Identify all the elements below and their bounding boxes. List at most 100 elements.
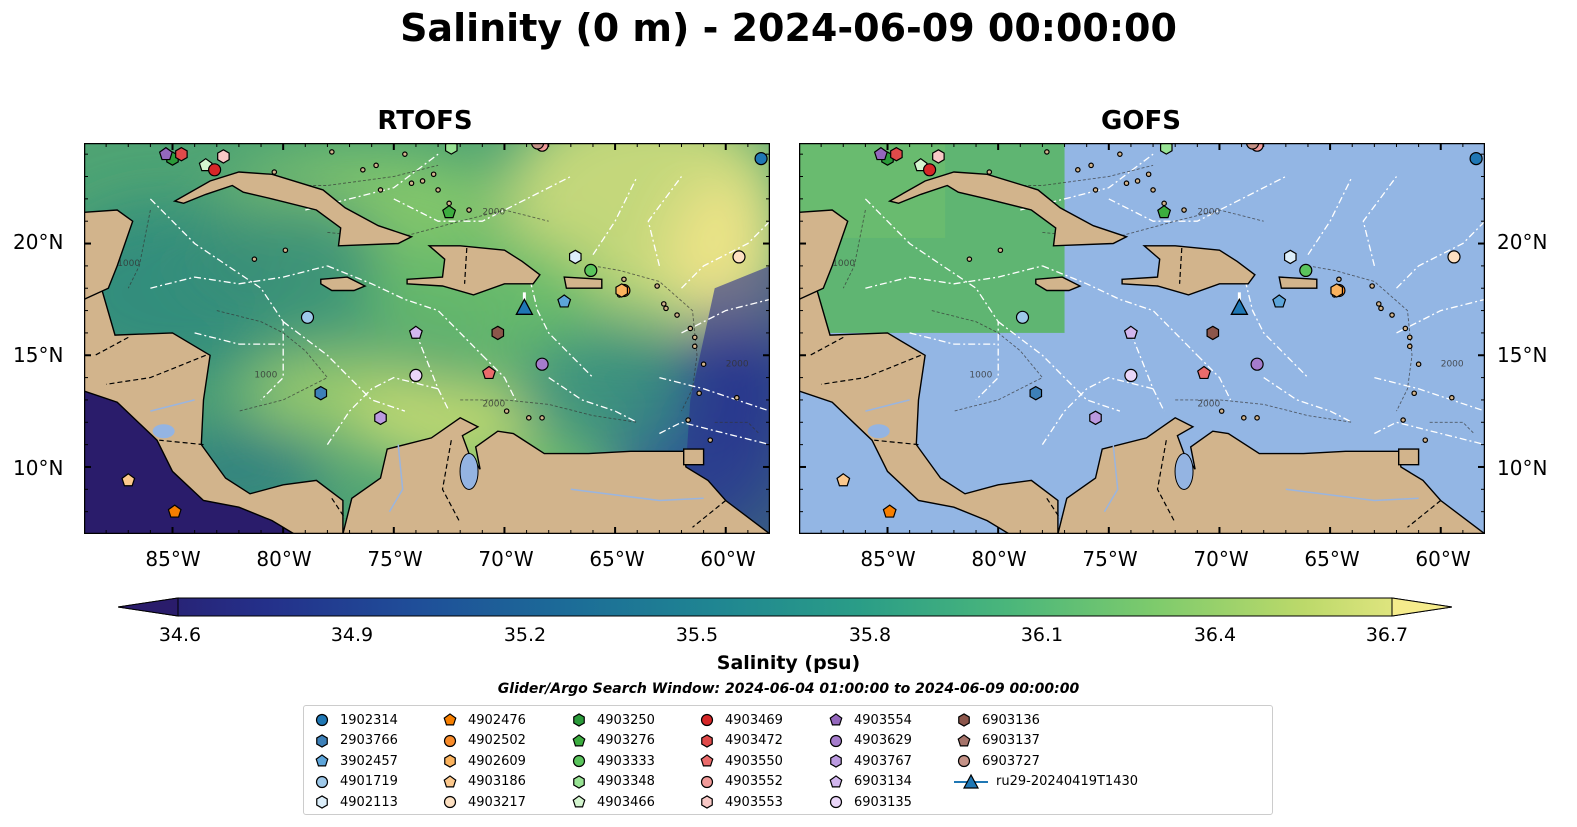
- islet: [360, 167, 366, 173]
- islet: [1369, 283, 1375, 289]
- eez-line: [1108, 175, 1287, 222]
- eez-line: [149, 198, 284, 401]
- search-window-text: Glider/Argo Search Window: 2024-06-04 01…: [497, 681, 1080, 697]
- lat-label-15n-left: 15°N: [13, 343, 64, 367]
- depth-contour: [931, 310, 1044, 412]
- islet: [446, 200, 452, 207]
- legend-item: 4903553: [697, 792, 783, 812]
- lake-maracaibo: [459, 452, 479, 490]
- legend-marker-icon: [443, 774, 457, 787]
- islet: [282, 247, 289, 254]
- depth-contour-label: 2000: [726, 359, 749, 369]
- lat-label-20n-right: 20°N: [1497, 230, 1548, 254]
- trinidad-landmass: [1398, 448, 1420, 466]
- legend-label: 6903134: [854, 774, 912, 789]
- legend-item: 6903135: [826, 792, 912, 812]
- eez-line: [194, 332, 284, 345]
- bathymetry-contours: 1000 2000 2000 2000 1000: [117, 164, 760, 434]
- river: [865, 399, 910, 412]
- eez-line: [1130, 332, 1165, 412]
- colorbar-tick: 34.9: [330, 624, 374, 646]
- islet: [685, 417, 691, 423]
- islet: [1075, 167, 1081, 173]
- islet: [674, 312, 680, 318]
- eez-line: [327, 265, 483, 356]
- colorbar-over-triangle: [1391, 597, 1452, 617]
- legend-label: 4903333: [597, 753, 655, 769]
- islet: [734, 394, 740, 401]
- float-marker-6903727: [531, 143, 545, 150]
- legend-label: 4903469: [725, 712, 783, 728]
- legend-marker-icon: [830, 754, 842, 768]
- depth-contour-label: 1000: [254, 371, 277, 381]
- legend-label: 6903135: [854, 794, 912, 810]
- islet: [691, 343, 698, 350]
- islet: [700, 361, 707, 367]
- legend-marker-icon: [572, 795, 586, 808]
- legend-item: 4901719: [312, 772, 398, 792]
- depth-contour-label: 2000: [1197, 400, 1220, 410]
- legend-label: 6903136: [982, 712, 1040, 728]
- trinidad-landmass: [683, 448, 705, 466]
- country-border: [331, 497, 346, 519]
- colorbar-label: Salinity (psu): [716, 652, 861, 674]
- country-border: [94, 336, 129, 356]
- glider-triangle: [1230, 297, 1249, 315]
- eez-line: [865, 265, 1043, 289]
- country-border: [809, 336, 844, 356]
- float-marker-6903135: [409, 368, 423, 382]
- legend-label: 4902609: [468, 753, 526, 769]
- legend-marker-icon: [572, 754, 586, 768]
- eez-line: [681, 220, 770, 289]
- depth-contour: [216, 310, 329, 412]
- country-border: [441, 440, 461, 524]
- legend-label: 6903137: [982, 733, 1040, 748]
- depth-contour: [1307, 265, 1413, 412]
- depth-contour-label: 1000: [832, 259, 855, 269]
- float-marker-2903766: [314, 385, 328, 401]
- land: [799, 143, 1485, 534]
- eez-line: [647, 176, 683, 267]
- islet: [1378, 305, 1384, 312]
- float-marker-4903553: [932, 149, 945, 164]
- eez-line: [282, 321, 406, 412]
- islet: [707, 437, 714, 443]
- gofs-map: 1000 2000 2000 2000 1000: [799, 143, 1485, 534]
- legend-item: 4903348: [569, 772, 655, 792]
- legend-label: 4903552: [725, 774, 783, 789]
- islet: [1088, 162, 1094, 169]
- islet: [663, 305, 669, 312]
- float-marker-6903136: [1206, 325, 1220, 341]
- float-marker-1902314: [1469, 152, 1483, 166]
- float-marker-6903135: [1124, 368, 1138, 382]
- legend-marker-icon: [829, 713, 843, 726]
- eez-line: [659, 421, 770, 446]
- map-frame: [799, 143, 1485, 534]
- islet: [997, 247, 1004, 254]
- river: [388, 444, 404, 513]
- float-marker-4903333: [584, 263, 598, 278]
- legend: 1902314 2903766 3902457 4901719 4902113 49024…: [303, 705, 1273, 815]
- legend-item: 4903629: [826, 731, 912, 751]
- lake-nicaragua: [867, 424, 890, 439]
- legend-marker-icon: [573, 774, 585, 789]
- islet: [1422, 437, 1429, 443]
- islet: [1181, 207, 1187, 213]
- legend-label: 4903767: [854, 753, 912, 769]
- yucatan-landmass: [799, 209, 849, 301]
- islet: [408, 180, 415, 187]
- country-border: [1156, 440, 1176, 524]
- float-marker-4903472: [890, 146, 903, 162]
- depth-contour: [592, 265, 698, 412]
- lon-label-70w-right: 70°W: [1193, 547, 1249, 571]
- float-marker-4903469: [208, 163, 222, 177]
- lon-label-85w-right: 85°W: [860, 547, 916, 571]
- country-border: [1046, 497, 1061, 519]
- float-marker-4903217: [732, 250, 746, 264]
- float-marker-4903276: [1157, 204, 1172, 219]
- central-america-landmass: [84, 280, 344, 534]
- legend-marker-icon: [444, 754, 456, 768]
- islet: [696, 390, 702, 397]
- legend-item: 6903136: [954, 710, 1040, 730]
- islet: [435, 187, 441, 193]
